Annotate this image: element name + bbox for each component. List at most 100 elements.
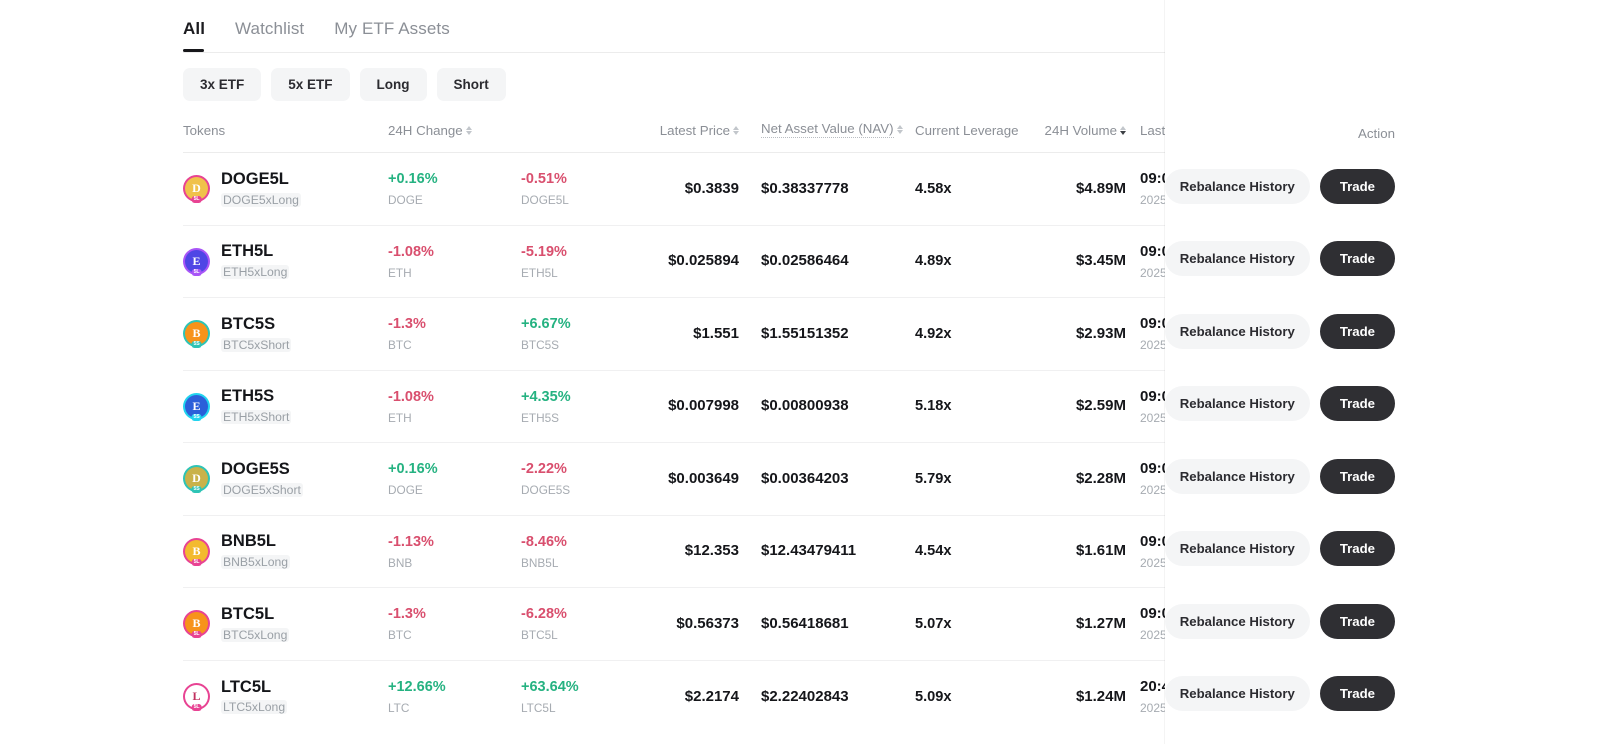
col-24h-change[interactable]: 24H Change: [388, 115, 521, 153]
table-row[interactable]: L 5L LTC5L LTC5xLong +12.66% LTC +63.64%…: [183, 660, 1395, 733]
etf-table: Tokens 24H Change Latest Price: [183, 115, 1395, 733]
trade-button[interactable]: Trade: [1319, 168, 1395, 204]
cell-leverage: 5.09x: [915, 660, 1034, 733]
trade-button[interactable]: Trade: [1319, 531, 1395, 566]
leverage-value: 5.18x: [915, 398, 952, 415]
cell-leverage: 5.07x: [915, 587, 1034, 661]
token-logo-icon: B 5L: [183, 610, 210, 639]
underlying-change-label: DOGE: [388, 193, 423, 208]
rebalance-history-button[interactable]: Rebalance History: [1164, 458, 1310, 494]
cell-underlying-change: +0.16% DOGE: [388, 442, 521, 516]
cell-underlying-change: -1.13% BNB: [388, 515, 521, 588]
token-subtitle: ETH5xLong: [221, 265, 290, 280]
rebalance-history-button[interactable]: Rebalance History: [1164, 386, 1310, 421]
underlying-change-value: +0.16%: [388, 171, 438, 188]
underlying-change-label: ETH: [388, 265, 412, 280]
trade-button[interactable]: Trade: [1319, 313, 1395, 349]
underlying-change-value: -1.08%: [388, 243, 434, 260]
cell-etf-change: -0.51% DOGE5L: [521, 152, 624, 226]
sort-icon[interactable]: [733, 126, 739, 135]
cell-leverage: 4.54x: [915, 515, 1034, 588]
etf-table-body: D 5L DOGE5L DOGE5xLong +0.16% DOGE -0.51…: [183, 152, 1395, 733]
cell-underlying-change: -1.3% BTC: [388, 587, 521, 661]
volume-value: $2.59M: [1075, 397, 1126, 415]
rebalance-history-button[interactable]: Rebalance History: [1164, 313, 1310, 349]
col-24h-volume[interactable]: 24H Volume: [1034, 115, 1126, 153]
cell-token: D 5L DOGE5L DOGE5xLong: [183, 152, 388, 226]
cell-token: E 5L ETH5L ETH5xLong: [183, 225, 388, 298]
etf-change-value: -5.19%: [521, 243, 567, 260]
cell-etf-change: +4.35% ETH5S: [521, 370, 624, 443]
cell-etf-change: -2.22% DOGE5S: [521, 442, 624, 516]
token-subtitle: BNB5xLong: [221, 555, 291, 570]
trade-button[interactable]: Trade: [1319, 676, 1395, 711]
cell-nav: $0.56418681: [739, 587, 915, 661]
col-24h-change-label: 24H Change: [388, 123, 463, 138]
filter-chip-long[interactable]: Long: [359, 67, 427, 101]
token-logo-icon: B 5L: [183, 537, 210, 566]
tab-my-etf-assets[interactable]: My ETF Assets: [334, 19, 450, 52]
tab-all[interactable]: All: [183, 19, 205, 52]
leverage-value: 4.89x: [915, 253, 952, 270]
volume-value: $3.45M: [1075, 252, 1126, 270]
cell-volume: $1.27M: [1034, 587, 1126, 661]
cell-latest-price: $0.007998: [624, 370, 739, 443]
trade-button[interactable]: Trade: [1319, 603, 1395, 639]
etf-change-label: DOGE5L: [521, 193, 569, 208]
etf-change-value: -0.51%: [521, 171, 567, 188]
etf-change-label: BTC5L: [521, 628, 558, 643]
etf-change-value: +4.35%: [521, 388, 571, 405]
volume-value: $4.89M: [1075, 179, 1126, 197]
latest-price-value: $1.551: [693, 324, 739, 342]
cell-nav: $0.00800938: [739, 370, 915, 443]
rebalance-history-button[interactable]: Rebalance History: [1164, 531, 1310, 566]
cell-token: B 5S BTC5S BTC5xShort: [183, 297, 388, 371]
rebalance-history-button[interactable]: Rebalance History: [1164, 168, 1310, 204]
latest-price-value: $0.3839: [684, 179, 739, 197]
underlying-change-value: +12.66%: [388, 679, 446, 696]
col-action-label-floating: Action: [1358, 126, 1395, 141]
main-content: All Watchlist My ETF Assets 3x ETF 5x ET…: [183, 0, 1395, 733]
rebalance-history-button[interactable]: Rebalance History: [1164, 603, 1310, 639]
filter-chip-short[interactable]: Short: [436, 67, 506, 101]
cell-nav: $0.02586464: [739, 225, 915, 298]
volume-value: $2.93M: [1075, 324, 1126, 342]
rebalance-history-button[interactable]: Rebalance History: [1164, 241, 1310, 276]
underlying-change-label: BNB: [388, 555, 413, 570]
cell-latest-price: $2.2174: [624, 660, 739, 733]
trade-button[interactable]: Trade: [1319, 386, 1395, 421]
etf-change-label: BNB5L: [521, 555, 559, 570]
rebalance-history-button[interactable]: Rebalance History: [1164, 676, 1310, 711]
cell-etf-change: +6.67% BTC5S: [521, 297, 624, 371]
sort-icon[interactable]: [1120, 126, 1126, 135]
col-nav[interactable]: Net Asset Value (NAV): [739, 115, 915, 153]
sort-icon[interactable]: [465, 126, 472, 135]
sort-icon[interactable]: [896, 125, 903, 134]
etf-change-value: -6.28%: [521, 606, 567, 623]
trade-button[interactable]: Trade: [1319, 458, 1395, 494]
underlying-change-value: -1.13%: [388, 533, 434, 550]
cell-underlying-change: -1.08% ETH: [388, 225, 521, 298]
col-latest-price[interactable]: Latest Price: [624, 115, 739, 153]
cell-volume: $2.93M: [1034, 297, 1126, 371]
filter-chip-5x-etf[interactable]: 5x ETF: [271, 67, 350, 101]
nav-value: $2.22402843: [761, 687, 849, 705]
filter-chip-3x-etf[interactable]: 3x ETF: [183, 67, 262, 101]
underlying-change-label: BTC: [388, 628, 412, 643]
leverage-value: 4.58x: [915, 180, 952, 197]
row-action-group: Rebalance History Trade: [1164, 676, 1395, 711]
token-subtitle: BTC5xShort: [221, 337, 292, 352]
row-action-group: Rebalance History Trade: [1164, 531, 1395, 566]
table-row[interactable]: B 5L BTC5L BTC5xLong -1.3% BTC -6.28% BT…: [183, 587, 1395, 661]
underlying-change-value: +0.16%: [388, 461, 438, 478]
cell-volume: $2.28M: [1034, 442, 1126, 516]
etf-change-value: -2.22%: [521, 461, 567, 478]
nav-value: $12.43479411: [761, 542, 857, 560]
tab-watchlist[interactable]: Watchlist: [235, 19, 304, 52]
etf-change-label: LTC5L: [521, 700, 556, 715]
cell-volume: $3.45M: [1034, 225, 1126, 298]
token-logo-icon: D 5S: [183, 465, 210, 494]
trade-button[interactable]: Trade: [1319, 241, 1395, 276]
token-subtitle: DOGE5xShort: [221, 482, 303, 497]
